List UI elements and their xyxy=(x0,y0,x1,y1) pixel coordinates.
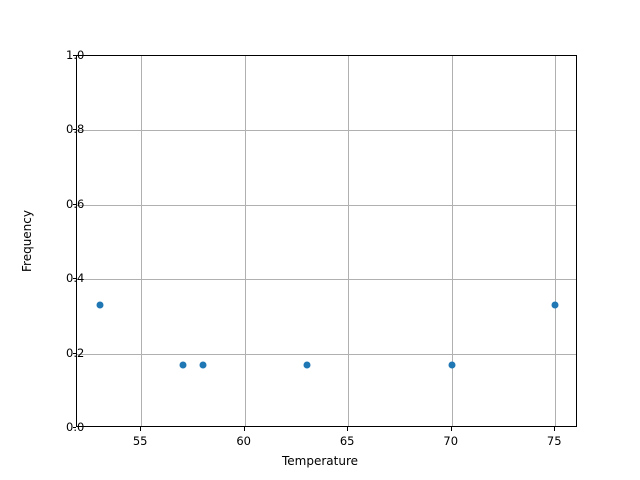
x-gridline xyxy=(141,56,143,426)
y-tick-mark xyxy=(72,278,76,280)
y-tick-label: 0.8 xyxy=(66,122,85,137)
x-gridline xyxy=(555,56,557,426)
x-tick-label: 70 xyxy=(443,434,459,448)
scatter-point xyxy=(199,361,207,369)
y-tick-label: 0.0 xyxy=(66,420,85,434)
y-tick-label: 1.0 xyxy=(66,48,85,62)
x-gridline xyxy=(348,56,350,426)
y-tick-mark xyxy=(72,352,76,354)
y-tick-mark xyxy=(72,55,76,56)
y-tick-label: 0.6 xyxy=(66,196,85,211)
scatter-point xyxy=(448,361,456,369)
y-gridline xyxy=(77,204,576,206)
x-gridline xyxy=(244,56,246,426)
x-tick-label: 60 xyxy=(236,434,252,448)
y-tick-label: 0.2 xyxy=(66,345,85,360)
scatter-point xyxy=(96,301,104,309)
x-tick-label: 75 xyxy=(546,434,562,448)
x-gridline xyxy=(451,56,453,426)
x-tick-mark xyxy=(243,427,245,431)
x-tick-label: 65 xyxy=(339,434,355,448)
x-tick-mark xyxy=(554,427,556,431)
x-tick-mark xyxy=(140,427,142,431)
plot-area xyxy=(76,55,577,427)
y-tick-mark xyxy=(72,203,76,205)
y-gridline xyxy=(77,279,576,281)
scatter-point xyxy=(551,301,559,309)
y-tick-mark xyxy=(72,129,76,131)
y-axis-label: Frequency xyxy=(20,210,34,272)
y-gridline xyxy=(77,353,576,355)
x-tick-mark xyxy=(450,427,452,431)
x-tick-label: 55 xyxy=(132,434,148,448)
y-tick-mark xyxy=(72,427,76,428)
x-tick-mark xyxy=(347,427,349,431)
x-axis-label: Temperature xyxy=(281,454,358,468)
scatter-point xyxy=(303,361,311,369)
y-gridline xyxy=(77,130,576,132)
y-tick-label: 0.4 xyxy=(66,271,85,286)
scatter-point xyxy=(179,361,187,369)
